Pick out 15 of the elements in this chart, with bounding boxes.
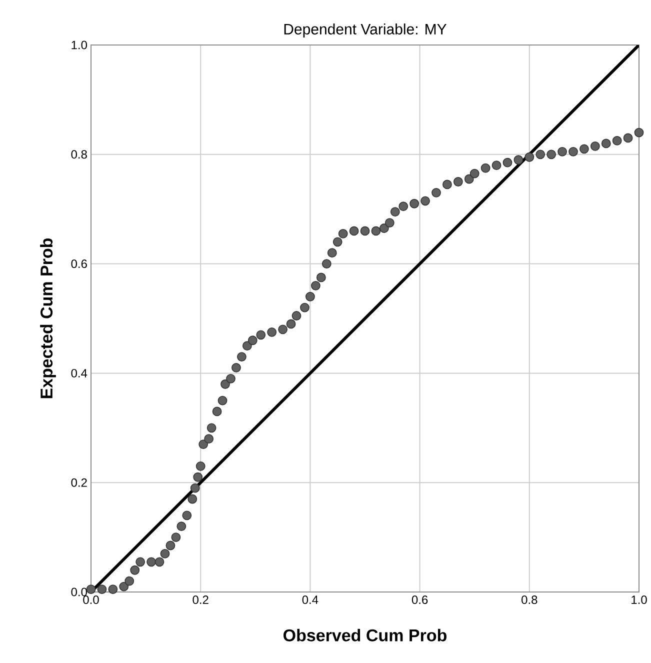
y-tick-label: 0.0 (71, 588, 88, 596)
y-tick-label: 0.8 (71, 150, 87, 159)
y-tick-label: 1.0 (72, 40, 88, 50)
x-tick-label: 0.6 (412, 596, 428, 604)
y-tick-label: 0.6 (71, 260, 87, 268)
x-tick-label: 0.2 (192, 596, 208, 604)
chart-title: Dependent Variable: MY (284, 23, 446, 38)
x-tick-label: 0.0 (83, 596, 99, 604)
y-tick-label: 0.4 (71, 368, 88, 378)
y-axis-title: Expected Cum Prob (40, 238, 56, 398)
y-tick-label: 0.2 (71, 478, 87, 487)
x-tick-label: 1.0 (632, 596, 647, 604)
x-tick-label: 0.8 (522, 596, 538, 604)
x-tick-label: 0.4 (302, 596, 318, 604)
x-axis-title: Observed Cum Prob (284, 628, 446, 642)
